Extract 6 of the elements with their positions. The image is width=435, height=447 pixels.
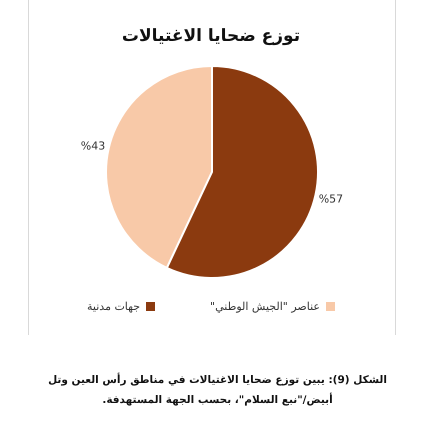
legend-label: عناصر "الجيش الوطني" [210, 300, 320, 313]
legend-label: جهات مدنية [87, 300, 140, 313]
chart-title: توزع ضحايا الاغتيالات [120, 26, 302, 46]
data-label: %57 [318, 192, 344, 206]
text: الشكل (9): يبين توزع ضحايا الاغتيالات في مناطق رأس العين وتل أبيض/"نبع السلام"، بحسب الجهة المستهدفة. [47, 372, 388, 408]
data-label: %43 [80, 139, 106, 152]
